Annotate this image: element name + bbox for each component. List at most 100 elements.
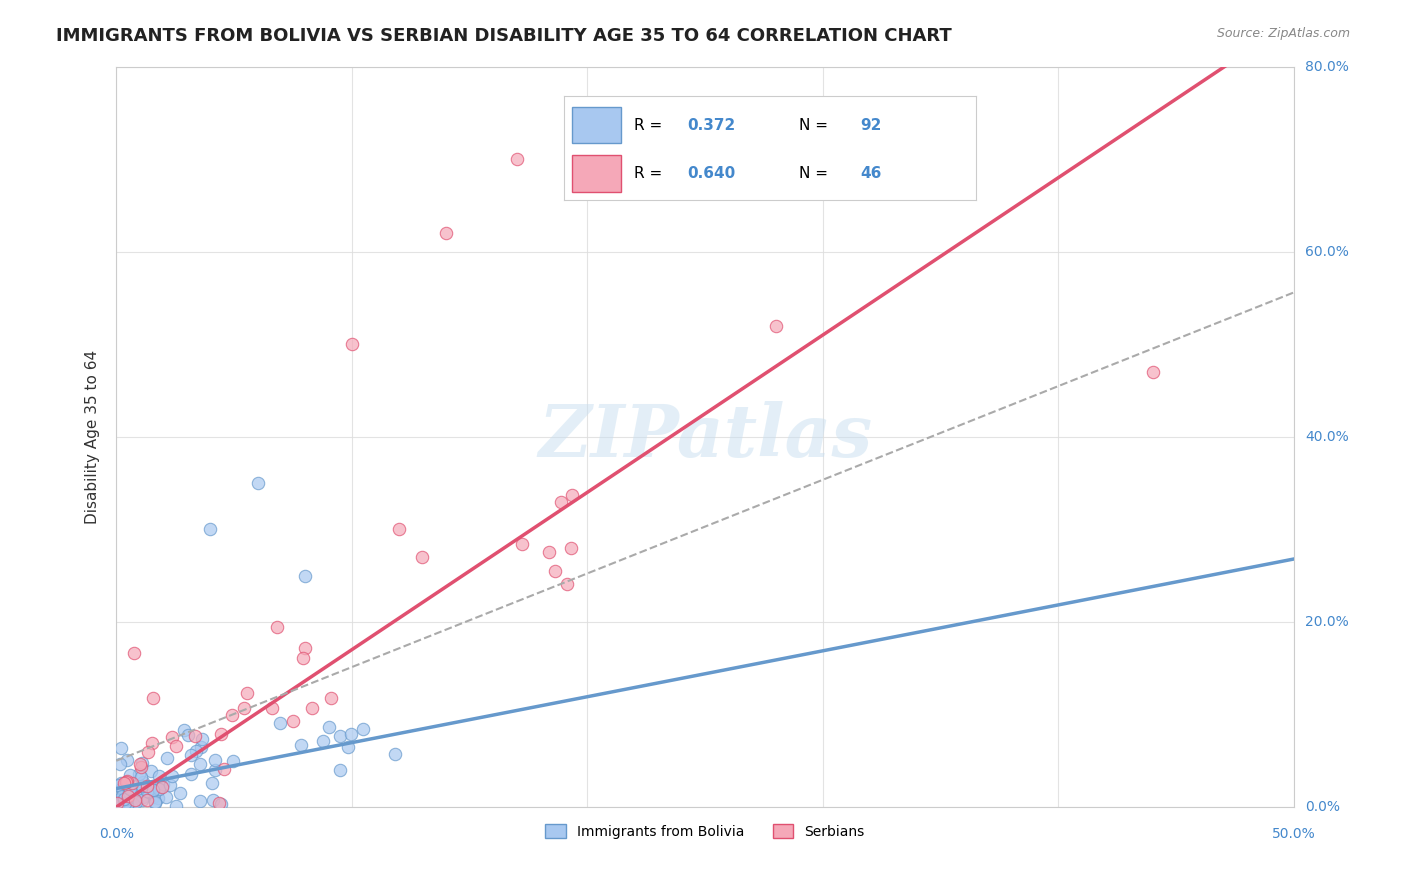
Point [246, 476, 269, 491]
Point [132, 789, 155, 804]
Point [236, 686, 259, 700]
Point [312, 733, 335, 747]
Point [301, 701, 323, 715]
Point [111, 790, 134, 805]
Point [318, 720, 340, 734]
Point [538, 545, 561, 559]
Point [107, 795, 129, 809]
Point [290, 738, 312, 752]
Point [212, 762, 235, 776]
Point [434, 226, 457, 240]
Point [107, 797, 129, 812]
Point [510, 537, 533, 551]
Point [118, 788, 141, 802]
Point [191, 731, 214, 746]
Point [139, 764, 162, 779]
Point [111, 791, 134, 805]
Point [115, 753, 138, 767]
Text: 20.0%: 20.0% [1305, 615, 1348, 629]
Point [112, 776, 135, 790]
Point [281, 714, 304, 728]
Point [561, 488, 583, 502]
Point [200, 522, 222, 536]
Text: ZIPatlas: ZIPatlas [538, 401, 872, 473]
Point [765, 318, 787, 333]
Point [138, 784, 160, 798]
Point [136, 745, 159, 759]
Point [336, 739, 359, 754]
Point [384, 747, 406, 761]
Point [150, 780, 173, 795]
Point [115, 774, 138, 789]
Point [165, 739, 187, 753]
Point [180, 767, 202, 781]
Point [1142, 365, 1164, 379]
Point [125, 788, 148, 802]
Point [121, 775, 143, 789]
Text: 60.0%: 60.0% [1305, 244, 1348, 259]
Point [135, 779, 157, 793]
Point [131, 779, 153, 793]
Point [169, 786, 191, 800]
Point [388, 522, 411, 536]
Point [131, 790, 153, 805]
Point [121, 797, 143, 811]
Point [115, 787, 138, 801]
Point [114, 798, 136, 813]
Text: Source: ZipAtlas.com: Source: ZipAtlas.com [1216, 27, 1350, 40]
Point [329, 730, 352, 744]
Point [411, 550, 433, 565]
Point [156, 751, 179, 765]
Point [184, 744, 207, 758]
Point [141, 736, 163, 750]
Point [173, 723, 195, 738]
Point [131, 775, 153, 789]
Point [321, 691, 343, 706]
Point [108, 756, 131, 771]
Point [108, 778, 131, 792]
Point [208, 796, 231, 810]
Point [160, 730, 183, 744]
Point [108, 795, 131, 809]
Point [107, 793, 129, 807]
Point [142, 790, 165, 805]
Point [129, 756, 152, 771]
Point [131, 792, 153, 806]
Point [120, 768, 142, 782]
Text: 40.0%: 40.0% [1305, 430, 1348, 444]
Point [260, 700, 283, 714]
Point [112, 792, 135, 806]
Y-axis label: Disability Age 35 to 64: Disability Age 35 to 64 [86, 350, 100, 524]
Point [115, 785, 138, 799]
Point [155, 790, 177, 805]
Point [221, 754, 243, 768]
Point [127, 786, 149, 800]
Point [544, 564, 567, 578]
Point [266, 620, 288, 634]
Point [160, 769, 183, 783]
Point [329, 764, 352, 778]
Point [148, 769, 170, 783]
Point [560, 541, 582, 556]
Point [118, 796, 141, 810]
Point [148, 791, 170, 805]
Point [184, 730, 207, 744]
Point [159, 778, 181, 792]
Point [165, 799, 187, 814]
Point [136, 784, 159, 798]
Point [232, 700, 254, 714]
Point [152, 777, 174, 791]
Point [190, 739, 212, 754]
Point [110, 792, 132, 806]
Point [118, 785, 141, 799]
Point [555, 576, 578, 591]
Point [120, 781, 142, 796]
Point [291, 650, 314, 665]
Point [129, 760, 152, 774]
Point [550, 495, 572, 509]
Point [204, 763, 226, 777]
Legend: Immigrants from Bolivia, Serbians: Immigrants from Bolivia, Serbians [540, 819, 870, 845]
Point [115, 774, 138, 789]
Point [111, 780, 134, 795]
Point [294, 568, 316, 582]
